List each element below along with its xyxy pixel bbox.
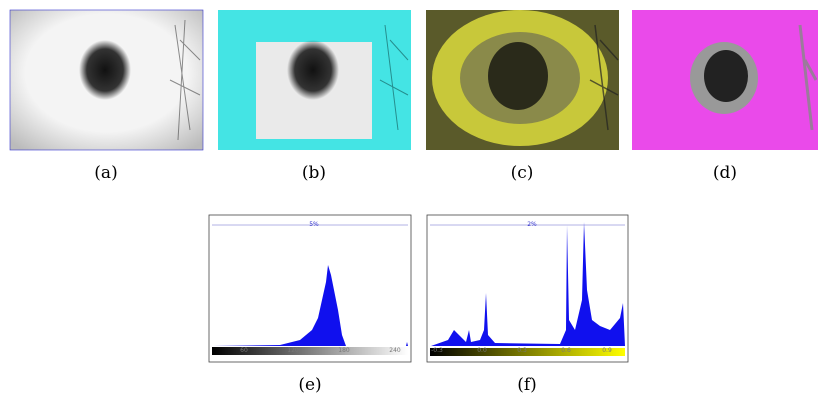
histogram-f: 2% -0.3 0.0 0.3 0.6 0.9 [426, 214, 629, 363]
tick-label: 180 [338, 347, 350, 354]
caption: (d) [713, 163, 737, 183]
tick-label: 0.0 [477, 347, 487, 354]
image-d [632, 10, 818, 150]
tick-label: 0.6 [561, 347, 571, 354]
image-a [9, 9, 204, 151]
image-b [218, 10, 411, 150]
histogram-e: 5% 60 120 180 240 [208, 214, 412, 363]
peak-label: 5% [309, 221, 319, 228]
peak-label: 2% [527, 221, 537, 228]
caption: (b) [302, 163, 326, 183]
tick-label: -0.3 [431, 347, 443, 354]
tick-label: 0.3 [517, 347, 527, 354]
caption: (f) [517, 375, 537, 395]
caption: (e) [298, 375, 321, 395]
tick-label: 120 [287, 347, 299, 354]
caption: (a) [94, 163, 117, 183]
tick-label: 60 [240, 347, 248, 354]
tick-label: 0.9 [602, 347, 612, 354]
tick-label: 240 [389, 347, 401, 354]
caption: (c) [511, 163, 534, 183]
image-c [426, 10, 619, 150]
